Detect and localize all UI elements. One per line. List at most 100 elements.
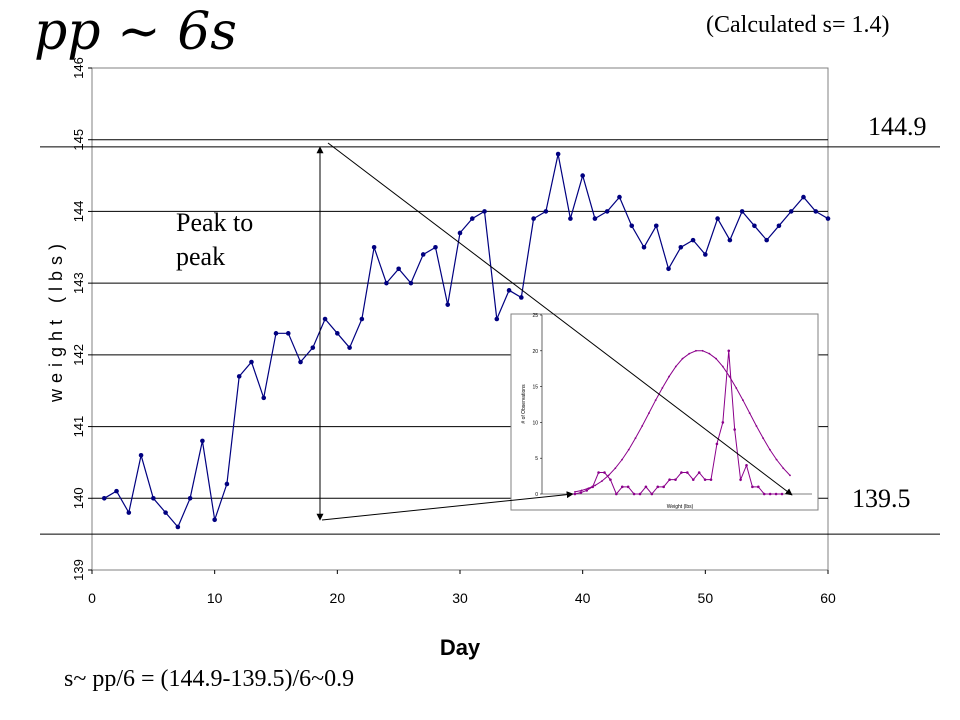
inset-fitted-point — [654, 399, 657, 402]
main-data-point — [420, 252, 426, 257]
inset-fitted-point — [614, 467, 617, 470]
inset-y-tick-label: 0 — [535, 492, 538, 498]
inset-observation-point — [680, 471, 683, 474]
inset-observation-point — [703, 478, 707, 481]
main-data-point — [298, 359, 303, 365]
main-y-tick-label: 143 — [71, 272, 86, 294]
connector-arrow-upper — [327, 142, 793, 496]
lower-line-label: 139.5 — [852, 484, 911, 513]
main-data-point — [310, 345, 316, 350]
main-x-tick-labels: 0 10 20 30 40 50 60 — [88, 590, 836, 606]
inset-fitted-point — [695, 349, 697, 352]
main-data-point — [469, 216, 475, 221]
inset-fitted-point — [634, 437, 637, 440]
main-data-point — [715, 216, 720, 221]
main-data-point — [752, 223, 757, 229]
inset-observation-point — [632, 492, 636, 496]
inset-fitted-point — [721, 365, 724, 368]
main-data-point — [506, 288, 512, 293]
main-data-point — [138, 452, 144, 458]
inset-fitted-point — [762, 437, 765, 440]
main-data-point — [727, 237, 733, 243]
inset-frame — [510, 313, 819, 511]
main-data-point — [445, 302, 451, 307]
inset-observation-point — [739, 478, 742, 481]
main-data-point — [739, 209, 745, 214]
inset-observation-point — [609, 478, 612, 481]
calculated-note: (Calculated s= 1.4) — [706, 12, 890, 38]
inset-y-tick-label: 20 — [532, 349, 538, 355]
formula-text: s~ pp/6 = (144.9-139.5)/6~0.9 — [64, 666, 355, 692]
inset-fitted-point — [755, 425, 758, 427]
main-data-point — [678, 244, 684, 250]
reference-lines — [40, 146, 940, 535]
main-x-tick-label: 20 — [330, 590, 346, 606]
main-y-tick-label: 145 — [71, 129, 86, 151]
inset-observation-point — [709, 478, 713, 481]
inset-observation-point — [668, 478, 671, 481]
main-data-point — [249, 359, 254, 365]
inset-observation-point — [638, 492, 642, 496]
inset-fitted-point — [782, 467, 785, 470]
inset-y-tick-label: 25 — [532, 313, 538, 319]
main-data-point — [568, 216, 573, 221]
inset-observation-point — [662, 485, 665, 489]
inset-fitted-point — [789, 474, 791, 477]
inset-observation-point — [715, 442, 719, 446]
main-x-tick-label: 60 — [820, 590, 836, 606]
main-data-point — [224, 481, 230, 487]
main-data-point — [641, 244, 647, 250]
main-data-point — [825, 216, 831, 221]
inset-observation-point — [644, 485, 648, 489]
main-data-point — [187, 495, 193, 501]
main-x-tick-label: 50 — [698, 590, 714, 606]
inset-y-tick-label: 15 — [532, 385, 538, 391]
main-y-tick-label: 140 — [71, 487, 86, 509]
inset-histogram-chart: 0 5 10 15 20 25 # of Observations Weight (lbs… — [510, 313, 819, 511]
inset-series — [567, 349, 791, 496]
inset-fitted-point — [775, 458, 778, 461]
peak-to-peak-label: Peak to peak — [176, 208, 254, 271]
inset-observation-point — [762, 492, 766, 496]
upper-line-label: 144.9 — [868, 112, 927, 141]
main-x-axis-label: Day — [440, 635, 481, 660]
main-data-point — [151, 495, 156, 501]
inset-fitted-point — [627, 448, 630, 451]
inset-fitted-point — [594, 484, 597, 487]
inset-observation-point — [768, 492, 772, 496]
main-data-point — [384, 280, 389, 286]
main-data-point — [813, 209, 819, 214]
main-y-tick-labels: 139 140 141 142 143 144 145 146 — [71, 57, 86, 581]
inset-observation-point — [745, 464, 748, 467]
main-weight-series — [101, 151, 831, 530]
main-data-point — [371, 244, 377, 250]
main-data-point — [801, 194, 806, 200]
main-y-tick-label: 139 — [71, 559, 86, 581]
inset-observation-point — [603, 471, 606, 474]
inset-fitted-point — [708, 352, 711, 355]
main-x-tick-label: 0 — [88, 590, 96, 606]
inset-fitted-point — [742, 399, 744, 402]
inset-fitted-point — [668, 375, 670, 378]
inset-observation-point — [597, 471, 600, 474]
main-data-point — [555, 151, 561, 157]
main-data-point — [163, 510, 168, 515]
main-data-point — [776, 223, 782, 229]
main-y-tick-label: 142 — [71, 344, 86, 366]
inset-observation-point — [674, 478, 677, 481]
main-data-point — [604, 209, 610, 214]
main-data-point — [347, 345, 352, 350]
main-data-point — [457, 230, 463, 236]
main-data-point — [592, 216, 598, 221]
main-data-point — [200, 438, 205, 444]
inset-fitted-point — [621, 458, 623, 461]
inset-fitted-point — [600, 480, 603, 483]
inset-fitted-point — [574, 490, 576, 493]
main-data-point — [703, 252, 708, 257]
main-data-point — [629, 223, 635, 229]
inset-fitted-point — [587, 487, 590, 490]
inset-observation-point — [573, 492, 577, 496]
main-data-point — [617, 194, 622, 200]
inset-observation-point — [615, 492, 618, 496]
